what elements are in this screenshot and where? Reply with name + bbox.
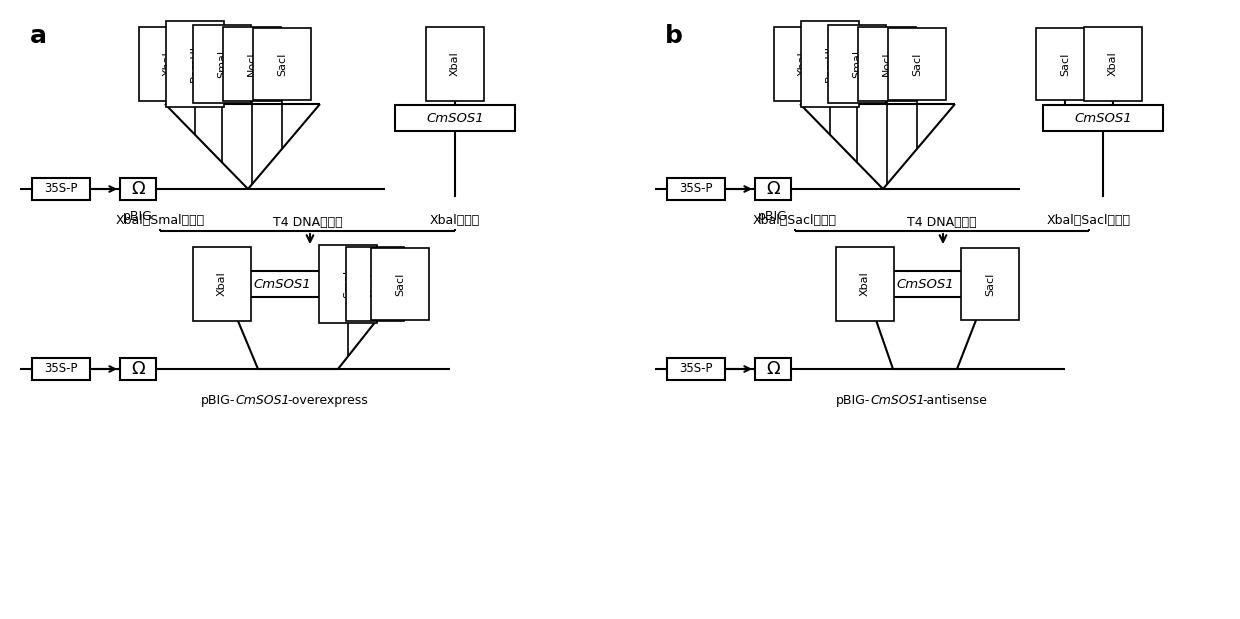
Bar <box>396 105 515 131</box>
Text: 35S-P: 35S-P <box>680 183 713 196</box>
Text: SacI: SacI <box>396 272 405 296</box>
Text: BamHI: BamHI <box>190 46 200 82</box>
Text: 35S-P: 35S-P <box>45 363 78 376</box>
Text: XbaI: XbaI <box>799 51 808 76</box>
Bar <box>32 358 91 380</box>
Text: pBIG: pBIG <box>758 210 787 223</box>
Bar <box>1043 105 1163 131</box>
Bar <box>120 358 156 380</box>
Text: Xbal单酶切: Xbal单酶切 <box>430 214 480 227</box>
Text: XbaI: XbaI <box>450 51 460 76</box>
Text: pBIG: pBIG <box>123 210 153 223</box>
Text: SacI: SacI <box>1060 53 1070 76</box>
Text: SacI: SacI <box>277 53 286 76</box>
Text: CmSOS1: CmSOS1 <box>897 277 954 290</box>
Text: 35S-P: 35S-P <box>45 183 78 196</box>
Text: Ω: Ω <box>131 180 145 198</box>
Text: NocI: NocI <box>247 52 257 76</box>
Text: pBIG-: pBIG- <box>201 394 236 407</box>
Text: XbaI: XbaI <box>861 272 870 297</box>
Text: Ω: Ω <box>131 360 145 378</box>
Text: SmaI: SmaI <box>217 50 227 78</box>
Text: CmSOS1: CmSOS1 <box>253 277 311 290</box>
Text: XbaI: XbaI <box>162 51 174 76</box>
Bar <box>877 271 972 297</box>
Text: NocI: NocI <box>882 52 892 76</box>
Text: 35S-P: 35S-P <box>680 363 713 376</box>
Text: Xbal和Smal双酶切: Xbal和Smal双酶切 <box>115 214 205 227</box>
Text: -overexpress: -overexpress <box>286 394 368 407</box>
Text: T4 DNA醂连接: T4 DNA醂连接 <box>273 216 342 229</box>
Text: b: b <box>665 24 683 48</box>
Bar <box>755 358 791 380</box>
Text: pBIG-: pBIG- <box>836 394 870 407</box>
Text: CmSOS1: CmSOS1 <box>236 394 289 407</box>
Text: SacI: SacI <box>985 272 994 296</box>
Text: SacI: SacI <box>911 53 923 76</box>
Text: CmSOS1: CmSOS1 <box>870 394 925 407</box>
Text: SmaI: SmaI <box>343 270 353 298</box>
Text: NocI: NocI <box>370 272 379 297</box>
Text: T4 DNA醂连接: T4 DNA醂连接 <box>908 216 977 229</box>
Text: Xbal和Sacl双酶切: Xbal和Sacl双酶切 <box>1047 214 1131 227</box>
Bar <box>32 178 91 200</box>
Bar <box>755 178 791 200</box>
Text: -antisense: -antisense <box>923 394 987 407</box>
Bar <box>667 178 725 200</box>
Text: CmSOS1: CmSOS1 <box>1074 111 1132 124</box>
Text: CmSOS1: CmSOS1 <box>427 111 484 124</box>
Bar <box>667 358 725 380</box>
Text: Ω: Ω <box>766 180 780 198</box>
Text: XbaI: XbaI <box>1109 51 1118 76</box>
Text: BamHI: BamHI <box>825 46 835 82</box>
Bar <box>120 178 156 200</box>
Text: XbaI: XbaI <box>217 272 227 297</box>
Bar <box>236 271 330 297</box>
Text: Xbal和Sacl双酶切: Xbal和Sacl双酶切 <box>753 214 837 227</box>
Text: a: a <box>30 24 47 48</box>
Text: Ω: Ω <box>766 360 780 378</box>
Text: SmaI: SmaI <box>852 50 862 78</box>
